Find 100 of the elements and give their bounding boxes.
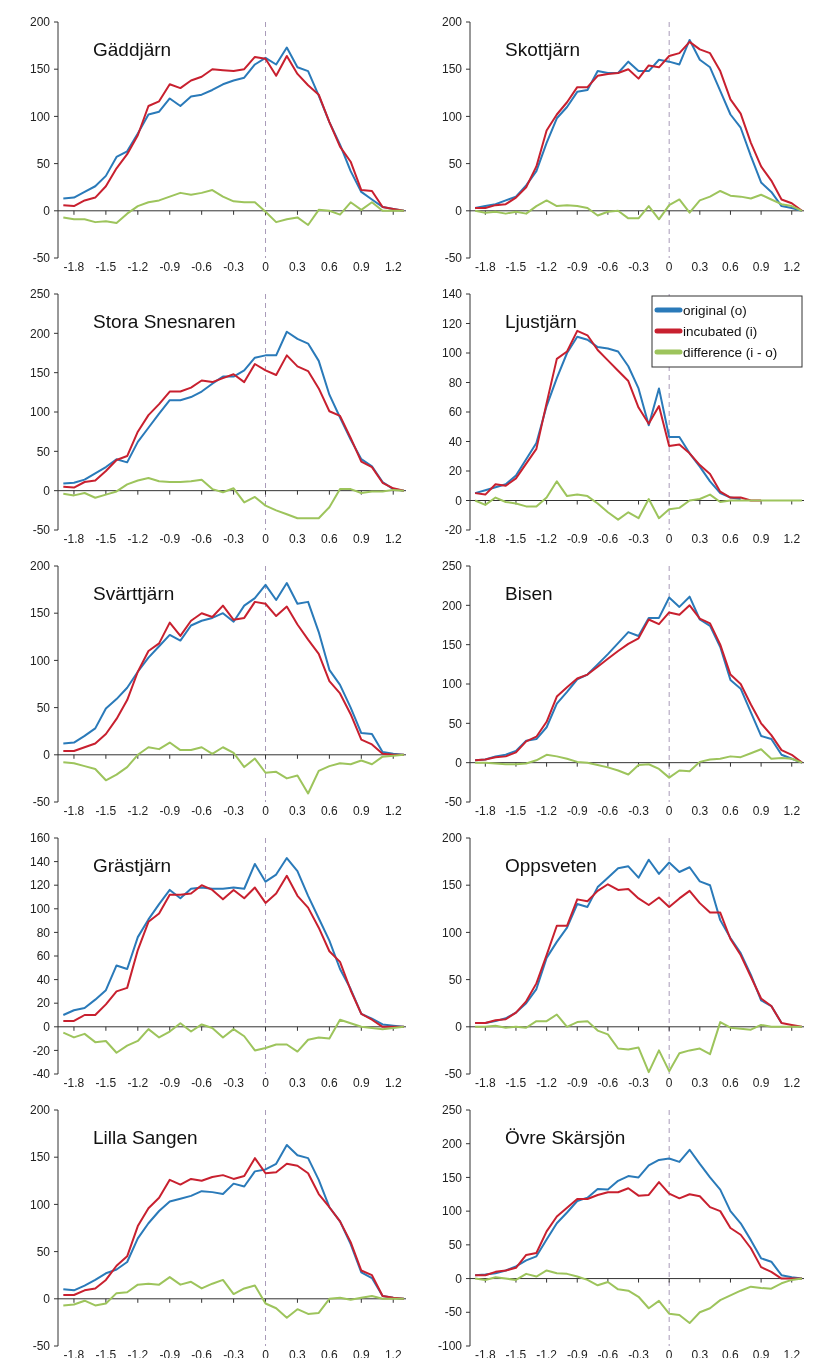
y-tick-label: 50 xyxy=(448,972,463,987)
y-tick-label: -100 xyxy=(437,1339,463,1354)
x-tick-label: -0.6 xyxy=(191,532,213,546)
x-tick-label: -0.6 xyxy=(191,260,213,274)
y-tick-label: 100 xyxy=(29,109,51,124)
x-tick-label: -0.3 xyxy=(628,532,650,546)
y-tick-label: 50 xyxy=(448,716,463,731)
y-tick-label: 200 xyxy=(29,1103,51,1118)
y-tick-label: 0 xyxy=(455,1271,463,1286)
x-tick-label: -1.8 xyxy=(63,804,85,818)
y-tick-label: 50 xyxy=(36,1244,51,1259)
y-tick-label: 0 xyxy=(455,1020,463,1034)
y-tick-label: 150 xyxy=(29,1150,51,1165)
y-tick-label: 20 xyxy=(448,464,463,479)
y-tick-label: 100 xyxy=(441,109,463,124)
y-tick-label: -50 xyxy=(32,1339,51,1354)
y-tick-label: 100 xyxy=(29,405,51,420)
x-tick-label: 1.2 xyxy=(384,804,402,818)
y-tick-label: 200 xyxy=(441,831,463,846)
text: Lilla Sangen xyxy=(93,1127,198,1148)
x-tick-label: 0.3 xyxy=(289,804,307,818)
legend-label: difference (i - o) xyxy=(683,345,778,360)
x-tick-label: 0.6 xyxy=(722,1076,740,1090)
x-tick-label: -1.8 xyxy=(474,532,496,546)
x-tick-label: -1.2 xyxy=(127,1076,149,1090)
x-tick-label: -1.5 xyxy=(95,1076,117,1090)
y-tick-label: 100 xyxy=(441,925,463,940)
y-tick-label: 0 xyxy=(43,1292,51,1306)
text: Ljustjärn xyxy=(505,311,577,332)
y-tick-label: 100 xyxy=(29,1197,51,1212)
x-tick-label: -0.3 xyxy=(223,1076,245,1090)
y-tick-label: 100 xyxy=(29,653,51,668)
x-tick-label: 0 xyxy=(665,532,673,546)
y-tick-label: 100 xyxy=(441,677,463,692)
x-tick-label: -1.8 xyxy=(474,804,496,818)
y-tick-label: -50 xyxy=(32,251,51,266)
y-tick-label: 0 xyxy=(43,483,51,498)
x-tick-label: -0.9 xyxy=(159,1076,181,1090)
x-tick-label: 0.9 xyxy=(752,532,770,546)
x-tick-label: 0.3 xyxy=(289,532,307,546)
y-tick-label: 50 xyxy=(448,156,463,171)
y-tick-label: 150 xyxy=(29,365,51,380)
x-tick-label: 0.9 xyxy=(352,260,370,274)
legend-label: original (o) xyxy=(683,303,747,318)
y-tick-label: -50 xyxy=(32,523,51,538)
y-tick-label: 150 xyxy=(441,637,463,652)
y-tick-label: 40 xyxy=(448,434,463,449)
x-tick-label: -1.2 xyxy=(536,532,558,546)
x-tick-label: 0 xyxy=(262,1076,270,1090)
y-tick-label: 200 xyxy=(29,326,51,341)
x-tick-label: -1.5 xyxy=(505,532,527,546)
y-tick-label: 50 xyxy=(448,1238,463,1253)
x-tick-label: -1.8 xyxy=(474,1076,496,1090)
x-tick-label: 0.6 xyxy=(722,804,740,818)
x-tick-label: 0 xyxy=(665,1076,673,1090)
x-tick-label: -0.9 xyxy=(566,532,588,546)
x-tick-label: 0.6 xyxy=(321,532,339,546)
legend-label: incubated (i) xyxy=(683,324,758,339)
x-tick-label: 0.6 xyxy=(722,532,740,546)
y-tick-label: 0 xyxy=(43,204,51,218)
x-tick-label: 0.3 xyxy=(691,804,709,818)
x-tick-label: -0.6 xyxy=(191,1076,213,1090)
text: Stora Snesnaren xyxy=(93,311,236,332)
y-tick-label: 200 xyxy=(29,15,51,30)
y-tick-label: -40 xyxy=(32,1067,51,1082)
y-tick-label: 50 xyxy=(36,156,51,171)
x-tick-label: -0.6 xyxy=(597,804,619,818)
y-tick-label: 0 xyxy=(455,493,463,508)
text: Grästjärn xyxy=(93,855,172,876)
x-tick-label: 0.9 xyxy=(352,1076,370,1090)
x-tick-label: 0.3 xyxy=(691,260,709,274)
x-tick-label: 1.2 xyxy=(783,804,801,818)
text: Övre Skärsjön xyxy=(505,1127,626,1148)
x-tick-label: 0.9 xyxy=(352,532,370,546)
x-tick-label: 0 xyxy=(262,260,270,274)
y-tick-label: 250 xyxy=(29,287,51,302)
x-tick-label: -1.8 xyxy=(63,260,85,274)
x-tick-label: -0.9 xyxy=(566,260,588,274)
x-tick-label: -0.9 xyxy=(159,804,181,818)
y-tick-label: 200 xyxy=(441,598,463,613)
x-tick-label: -1.8 xyxy=(63,1076,85,1090)
x-tick-label: -1.5 xyxy=(505,804,527,818)
x-tick-label: -0.3 xyxy=(223,804,245,818)
x-tick-label: -1.2 xyxy=(536,1076,558,1090)
y-tick-label: 60 xyxy=(448,405,463,420)
x-tick-label: 1.2 xyxy=(783,1076,801,1090)
y-tick-label: 0 xyxy=(455,204,463,218)
y-tick-label: 150 xyxy=(29,62,51,77)
y-tick-label: 160 xyxy=(29,831,51,846)
x-tick-label: -0.6 xyxy=(597,260,619,274)
x-tick-label: 0.6 xyxy=(321,1076,339,1090)
x-tick-label: -1.5 xyxy=(95,804,117,818)
x-tick-label: -0.3 xyxy=(628,1076,650,1090)
x-tick-label: 0.6 xyxy=(722,260,740,274)
y-tick-label: 120 xyxy=(441,316,463,331)
x-tick-label: -1.5 xyxy=(505,1076,527,1090)
x-tick-label: 1.2 xyxy=(384,532,402,546)
y-tick-label: 100 xyxy=(29,902,51,916)
y-tick-label: 150 xyxy=(29,606,51,621)
x-tick-label: -1.8 xyxy=(474,260,496,274)
